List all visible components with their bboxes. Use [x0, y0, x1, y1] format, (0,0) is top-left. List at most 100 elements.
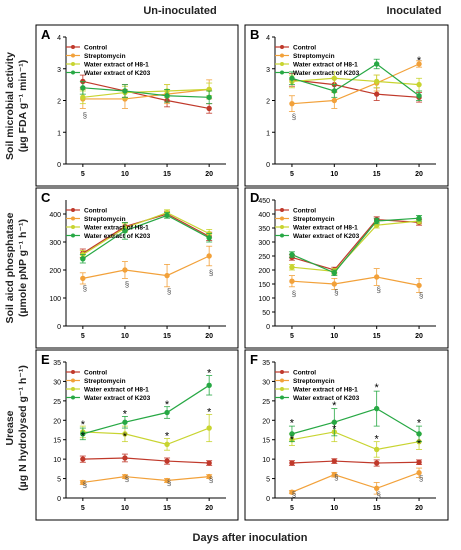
point-series-3-d	[416, 215, 422, 221]
x-tick-label-a: 10	[121, 171, 129, 178]
y-tick-label-e: 25	[53, 399, 61, 406]
y-tick-label-e: 35	[53, 360, 61, 367]
x-tick-label-a: 5	[81, 171, 85, 178]
line-series-2-a	[82, 88, 210, 98]
panel-label-f: F	[250, 352, 258, 367]
annotation-c: §	[83, 284, 87, 293]
legend-label-f: Control	[293, 370, 316, 377]
row-ylabel-b-line1: Soil aicd phosphatase	[4, 212, 16, 323]
legend-marker-c	[71, 216, 75, 221]
point-series-3-d	[331, 270, 338, 276]
point-series-3-f	[416, 431, 422, 437]
annotation-e: §	[167, 479, 171, 488]
panel-d: D 0 50 100 150 200 250 300 350 400 450 5 10 15 20 Contr…	[244, 187, 449, 349]
y-tick-label-a: 3	[57, 67, 61, 74]
panel-label-e: E	[41, 352, 50, 367]
panel-frame-a	[35, 24, 239, 187]
annotation-e: *	[81, 430, 86, 442]
point-series-1-d	[289, 278, 295, 284]
point-series-3-e	[80, 431, 86, 437]
point-series-3-d	[289, 251, 295, 258]
y-tick-label-b: 4	[266, 35, 270, 42]
line-series-3-e	[82, 384, 210, 435]
panel-f: F 0 5 10 15 20 25 30 35 5 10 15 20 ControlStreptomyci…	[244, 349, 449, 521]
point-series-1-f	[331, 471, 338, 478]
line-series-3-c	[82, 214, 210, 260]
legend-label-d: Water extract of H8-1	[293, 225, 358, 232]
y-tick-label-f: 25	[262, 399, 270, 406]
point-series-2-e	[206, 425, 212, 431]
y-tick-label-d: 350	[258, 226, 270, 233]
x-tick-label-f: 15	[373, 505, 381, 512]
point-series-2-e	[164, 441, 170, 448]
line-series-3-f	[291, 407, 420, 435]
y-tick-label-e: 5	[57, 477, 61, 484]
point-series-3-b	[416, 93, 422, 99]
line-series-2-f	[291, 431, 420, 451]
y-tick-label-c: 400	[49, 212, 61, 219]
row-ylabel-a-line1: Soil microbial activity	[4, 52, 16, 160]
x-tick-label-b: 5	[290, 171, 294, 178]
point-series-1-f	[289, 489, 295, 495]
y-tick-label-d: 150	[258, 282, 270, 289]
annotation-d: §	[376, 285, 380, 294]
legend-marker-b	[280, 53, 284, 58]
annotation-e: *	[207, 368, 212, 380]
y-tick-label-e: 30	[53, 379, 61, 386]
point-series-1-c	[164, 272, 170, 279]
row-ylabel-b-line2: (µmole pNP g⁻¹ h⁻¹)	[17, 219, 29, 317]
legend-marker-d	[280, 225, 284, 229]
annotation-f: §	[419, 474, 423, 483]
legend-marker-b	[280, 70, 284, 75]
y-tick-label-b: 0	[266, 162, 270, 169]
y-tick-label-b: 2	[266, 99, 270, 106]
point-series-2-d	[289, 264, 295, 270]
y-tick-label-a: 4	[57, 35, 61, 42]
legend-label-e: Control	[84, 370, 107, 377]
x-tick-label-c: 10	[121, 333, 129, 340]
panel-label-c: C	[41, 190, 51, 205]
line-series-0-e	[82, 457, 210, 464]
y-tick-label-d: 0	[266, 324, 270, 331]
annotation-e: §	[125, 475, 129, 484]
row-ylabel-a-line2: (µg FDA g⁻¹ min⁻¹)	[17, 60, 29, 153]
annotation-a: §	[83, 111, 87, 120]
legend-marker-c	[71, 208, 75, 212]
annotation-e: *	[123, 431, 128, 443]
panel-c: C 0 100 200 300 400 5 10 15 20 ControlStreptomycin…	[35, 187, 239, 349]
point-series-1-d	[331, 281, 338, 287]
point-series-3-a	[164, 93, 170, 99]
legend-label-e: Water extract of H8-1	[84, 387, 149, 394]
annotation-f: §	[334, 473, 338, 482]
legend-marker-d	[280, 216, 284, 221]
point-series-3-c	[80, 256, 86, 262]
y-tick-label-f: 30	[262, 379, 270, 386]
line-series-3-b	[291, 63, 420, 97]
point-series-1-b	[289, 100, 295, 107]
legend-marker-a	[71, 70, 75, 75]
x-tick-label-e: 20	[205, 505, 213, 512]
legend-marker-c	[71, 225, 75, 229]
x-tick-label-c: 15	[163, 333, 171, 340]
legend-label-a: Control	[84, 45, 107, 52]
annotation-c: §	[125, 280, 129, 289]
point-series-0-f	[289, 460, 295, 466]
point-series-2-e	[122, 431, 128, 437]
line-series-3-a	[82, 87, 210, 98]
line-series-2-d	[291, 220, 420, 273]
point-series-3-a	[122, 88, 128, 94]
point-series-3-e	[122, 419, 128, 425]
panel-frame-e	[35, 349, 239, 521]
point-series-1-e	[122, 473, 128, 480]
legend-marker-f	[280, 378, 284, 383]
annotation-d: §	[292, 290, 296, 299]
panel-label-b: B	[250, 27, 259, 42]
y-tick-label-b: 3	[266, 67, 270, 74]
legend-marker-e	[71, 387, 75, 391]
point-series-3-f	[289, 431, 295, 437]
x-tick-label-f: 10	[330, 505, 338, 512]
legend-label-d: Water extract of K203	[293, 233, 360, 240]
annotation-e: *	[165, 399, 170, 411]
